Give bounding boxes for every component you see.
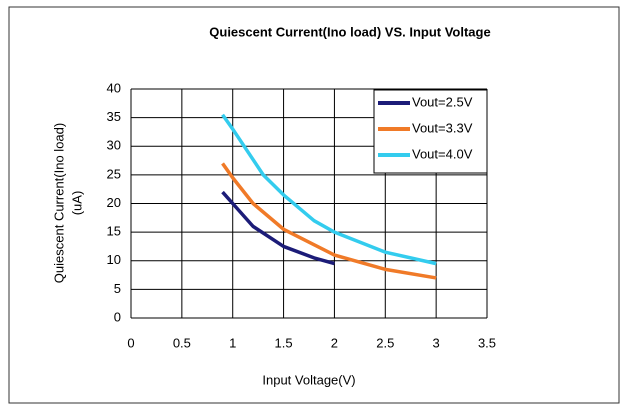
y-tick-label: 15 [107,224,121,239]
chart-frame [8,6,620,404]
data-line [221,162,437,280]
x-tick-label: 2 [331,335,338,350]
y-tick-label: 20 [107,195,121,210]
y-tick-label: 25 [107,166,121,181]
x-tick-label: 2.5 [376,335,394,350]
y-axis-label-line: Quiescent Current(Ino load) [51,123,66,283]
y-tick-label: 0 [114,309,121,324]
data-line [221,190,335,266]
y-axis-label-line: (uA) [69,191,84,216]
chart-title: Quiescent Current(Ino load) VS. Input Vo… [209,24,490,39]
y-tick-label: 40 [107,80,121,95]
y-tick-label: 5 [114,281,121,296]
y-tick-label: 30 [107,138,121,153]
legend-label: Vout=3.3V [412,120,473,135]
y-tick-label: 35 [107,109,121,124]
x-tick-label: 0 [127,335,134,350]
x-axis-label: Input Voltage(V) [262,372,355,387]
legend-label: Vout=4.0V [412,146,473,161]
x-tick-label: 1 [229,335,236,350]
legend-label: Vout=2.5V [412,94,473,109]
y-tick-label: 10 [107,252,121,267]
data-line [221,113,437,266]
x-tick-label: 0.5 [173,335,191,350]
x-tick-label: 1.5 [275,335,293,350]
x-tick-label: 3 [433,335,440,350]
y-axis-label: Quiescent Current(Ino load) (uA) [51,123,84,283]
x-tick-label: 3.5 [478,335,496,350]
